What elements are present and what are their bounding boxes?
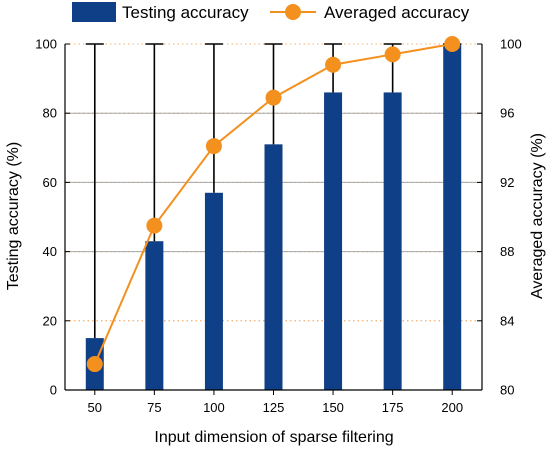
averaged-accuracy-line	[86, 36, 461, 373]
y-tick-label-left-60: 60	[43, 175, 57, 190]
y-tick-label-right-92: 92	[500, 175, 514, 190]
y-tick-label-left-40: 40	[43, 244, 57, 259]
bar-125	[264, 144, 283, 390]
y-tick-label-right-84: 84	[500, 313, 514, 328]
x-tick-label-125: 125	[263, 400, 285, 415]
averaged-accuracy-point-100	[205, 138, 222, 155]
x-tick-label-150: 150	[322, 400, 344, 415]
y-tick-label-right-80: 80	[500, 383, 514, 398]
x-tick-label-75: 75	[147, 400, 161, 415]
bar-150	[324, 92, 343, 390]
x-axis-title: Input dimension of sparse filtering	[154, 429, 393, 446]
legend-marker-averaged-accuracy	[285, 4, 301, 20]
averaged-accuracy-point-200	[444, 36, 461, 52]
axes: 0 20 40 60 80 100 80 84 88 92 96 100 50 75 100 125 150 17…	[35, 37, 521, 416]
bar-100	[204, 192, 223, 390]
x-tick-label-175: 175	[382, 400, 404, 415]
legend: Testing accuracy Averaged accuracy	[72, 2, 470, 22]
y-tick-label-left-80: 80	[43, 106, 57, 121]
x-tick-label-200: 200	[441, 400, 463, 415]
y-tick-label-left-100: 100	[35, 37, 57, 52]
y-tick-label-right-100: 100	[500, 37, 522, 52]
averaged-accuracy-point-75	[146, 217, 163, 234]
x-tick-label-100: 100	[203, 400, 225, 415]
averaged-accuracy-point-150	[325, 56, 342, 73]
legend-swatch-testing-accuracy	[72, 2, 116, 22]
legend-label-testing-accuracy: Testing accuracy	[122, 3, 249, 22]
y-tick-label-right-96: 96	[500, 106, 514, 121]
legend-label-averaged-accuracy: Averaged accuracy	[324, 3, 470, 22]
bar-175	[383, 92, 402, 390]
y-tick-label-left-20: 20	[43, 313, 57, 328]
bar-200	[443, 44, 462, 390]
y-tick-label-right-88: 88	[500, 244, 514, 259]
y-axis-title-left: Testing accuracy (%)	[5, 142, 22, 291]
averaged-accuracy-point-125	[265, 89, 282, 106]
bar-75	[145, 241, 164, 390]
y-axis-title-right: Averaged accuracy (%)	[529, 133, 546, 299]
averaged-accuracy-point-175	[384, 46, 401, 63]
x-tick-label-50: 50	[88, 400, 102, 415]
bars	[85, 44, 462, 390]
y-tick-label-left-0: 0	[50, 383, 57, 398]
averaged-accuracy-point-50	[86, 356, 103, 373]
